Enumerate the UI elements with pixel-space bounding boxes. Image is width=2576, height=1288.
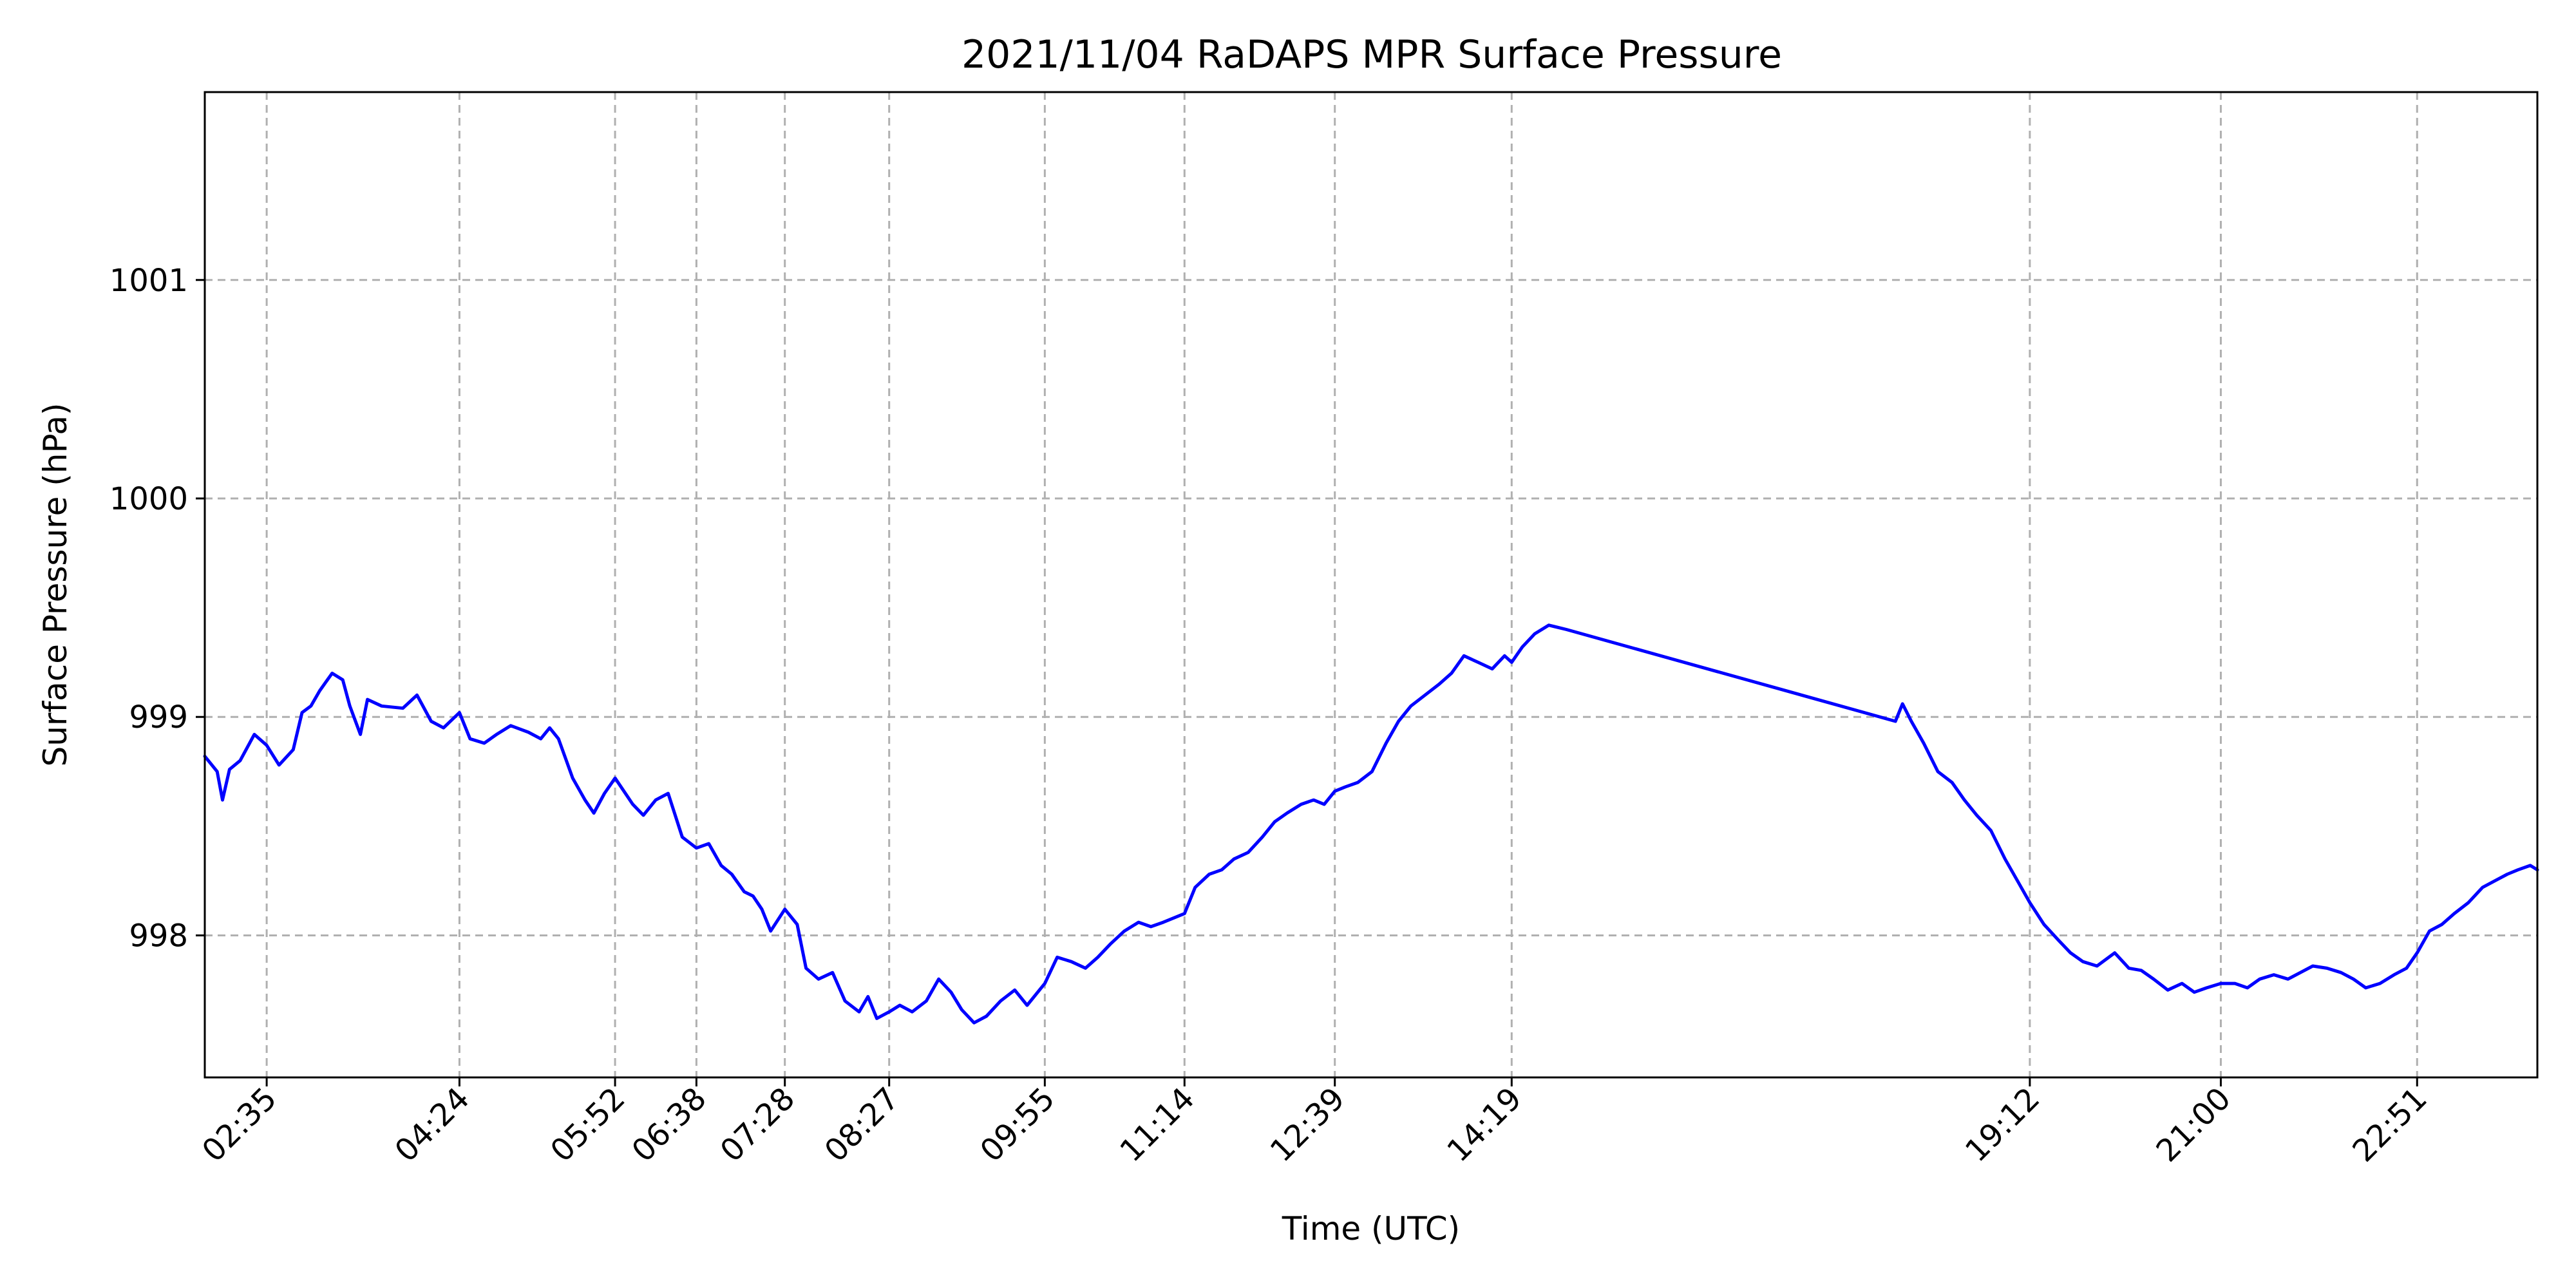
pressure-series-line [203, 623, 2539, 1025]
chart-title: 2021/11/04 RaDAPS MPR Surface Pressure [961, 32, 1782, 77]
x-tick-label: 19:12 [1958, 1081, 2047, 1169]
x-tick-label: 22:51 [2345, 1081, 2434, 1169]
x-tick-label: 04:24 [388, 1081, 477, 1169]
grid-layer [205, 92, 2537, 1077]
y-tick-label: 998 [129, 918, 188, 954]
x-tick-label: 07:28 [714, 1081, 802, 1169]
x-tick-label: 08:27 [818, 1081, 906, 1169]
y-tick-label: 1000 [109, 481, 188, 517]
x-tick-label: 09:55 [973, 1081, 1061, 1169]
plot-area-frame [204, 91, 2539, 1079]
x-tick-label: 05:52 [544, 1081, 632, 1169]
y-axis-label: Surface Pressure (hPa) [37, 402, 74, 766]
x-tick-label: 02:35 [195, 1081, 283, 1169]
x-tick-label: 11:14 [1113, 1081, 1201, 1169]
x-tick-label: 12:39 [1264, 1081, 1352, 1169]
y-tick-label: 999 [129, 699, 188, 735]
x-tick-label: 14:19 [1440, 1081, 1528, 1169]
series-layer [203, 623, 2539, 1025]
x-tick-label: 21:00 [2150, 1081, 2238, 1169]
y-tick-label: 1001 [109, 263, 188, 299]
x-tick-label: 06:38 [625, 1081, 713, 1169]
x-axis-label: Time (UTC) [1282, 1210, 1460, 1247]
